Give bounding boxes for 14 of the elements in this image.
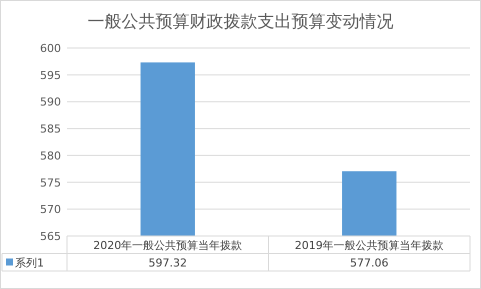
legend-label: 系列1 xyxy=(15,256,44,270)
x-tick-label: 2020年一般公共预算当年拨款 xyxy=(93,239,242,252)
chart-title: 一般公共预算财政拨款支出预算变动情况 xyxy=(88,12,394,32)
data-label: 577.06 xyxy=(350,256,388,270)
y-tick-label: 570 xyxy=(40,203,61,216)
y-tick-label: 590 xyxy=(40,96,61,109)
y-tick-label: 580 xyxy=(40,149,61,162)
y-tick-label: 575 xyxy=(40,176,61,190)
x-tick-label: 2019年一般公共预算当年拨款 xyxy=(294,239,444,252)
y-tick-label: 585 xyxy=(40,122,61,136)
y-tick-label: 595 xyxy=(40,68,61,82)
data-label: 597.32 xyxy=(148,256,187,270)
y-tick-label: 600 xyxy=(40,42,61,55)
y-tick-label: 565 xyxy=(40,230,61,243)
